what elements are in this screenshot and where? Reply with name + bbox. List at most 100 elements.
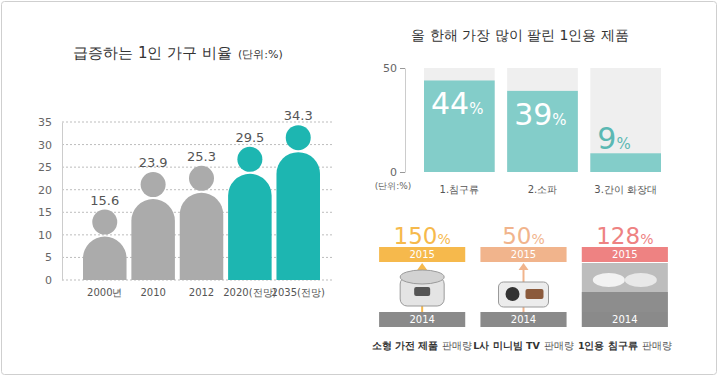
caption-suffix: 판매량 xyxy=(442,340,472,351)
bar-head xyxy=(189,166,214,191)
x-tick: 1.침구류 xyxy=(440,172,480,195)
data-label: 34.3 xyxy=(284,108,313,123)
y-tick-label: 5 xyxy=(45,251,52,264)
x-tick: 2.소파 xyxy=(528,172,558,195)
y-tick-label: 35 xyxy=(38,116,52,129)
y-tick-label: 20 xyxy=(38,184,52,197)
bar xyxy=(131,172,175,280)
period-box xyxy=(582,312,668,327)
y-tick: 50 xyxy=(383,62,405,75)
data-label-unit: % xyxy=(469,100,483,118)
data-label: 44% xyxy=(431,86,483,121)
y-tick-line xyxy=(400,68,405,69)
y-tick: 25 xyxy=(38,161,62,174)
data-label-number: 128 xyxy=(596,223,640,249)
bar xyxy=(507,91,578,172)
bar-head xyxy=(237,147,262,172)
y-axis: 05101520253035 xyxy=(38,116,63,287)
growth-item: 2015201450%L사 미니빔 TV판매량 xyxy=(473,223,574,351)
y-tick: 35 xyxy=(38,116,62,129)
y-axis-line xyxy=(62,123,63,281)
bar-head xyxy=(92,210,117,235)
period-box xyxy=(480,312,566,327)
data-label: 15.6 xyxy=(90,193,119,208)
marks xyxy=(424,68,661,172)
x-tick-label: 2.소파 xyxy=(528,184,558,195)
marks xyxy=(83,125,320,280)
y-axis-label: (단위:%) xyxy=(375,181,412,191)
period-label: 2014 xyxy=(612,314,637,325)
data-labels: 15.6 23.9 25.3 29.5 34.3 xyxy=(90,108,312,207)
icon-pillow xyxy=(593,273,625,287)
data-label: 25.3 xyxy=(187,149,216,164)
data-label: 9% xyxy=(597,121,630,156)
data-label: 150% xyxy=(394,223,451,249)
period-label: 2015 xyxy=(409,249,434,260)
growth-item: 20152014128%1인용 침구류판매량 xyxy=(578,223,672,351)
caption-name: L사 미니빔 TV xyxy=(473,340,540,351)
title-text: 올 한해 가장 많이 팔린 1인용 제품 xyxy=(411,27,629,43)
data-label-number: 44 xyxy=(431,86,469,121)
y-axis-line xyxy=(405,69,406,173)
data-label-unit: % xyxy=(437,231,450,247)
title-text: 급증하는 1인 가구 비율 xyxy=(73,44,232,62)
bar-chart: 올 한해 가장 많이 팔린 1인용 제품050(단위:%)44%39%9%1.침… xyxy=(375,27,661,195)
period-box xyxy=(379,247,465,262)
x-tick: 2020(전망) xyxy=(223,280,276,298)
bar-body xyxy=(131,199,175,280)
bar-body xyxy=(228,174,272,280)
icon-lens xyxy=(506,287,520,301)
bar xyxy=(180,166,224,280)
bar xyxy=(276,125,320,280)
x-tick-label: 2010 xyxy=(140,287,165,298)
chart-title: 급증하는 1인 가구 비율(단위:%) xyxy=(73,44,283,62)
x-tick-label: 1.침구류 xyxy=(440,184,480,195)
y-tick-label: 10 xyxy=(38,229,52,242)
y-tick-label: 30 xyxy=(38,139,52,152)
y-tick: 20 xyxy=(38,184,62,197)
x-tick-label: 2035(전망) xyxy=(272,287,325,298)
y-tick: 10 xyxy=(38,229,62,242)
data-label-number: 50 xyxy=(502,223,531,249)
frame xyxy=(2,2,717,375)
data-label-unit: % xyxy=(616,135,630,153)
y-tick: 15 xyxy=(38,206,62,219)
bar xyxy=(424,80,495,172)
page: 급증하는 1인 가구 비율(단위:%)0510152025303515.623.… xyxy=(0,0,718,376)
x-tick: 3.간이 화장대 xyxy=(594,172,657,195)
growth-chart: 20152014150%소형 가전 제품판매량2015201450%L사 미니빔… xyxy=(372,223,672,351)
arrow-head xyxy=(519,263,529,270)
data-label-unit: % xyxy=(531,231,544,247)
canvas: 급증하는 1인 가구 비율(단위:%)0510152025303515.623.… xyxy=(0,0,718,376)
data-label-unit: % xyxy=(552,111,566,129)
icon-blanket xyxy=(582,292,668,312)
arrow-head xyxy=(417,263,427,270)
data-label: 23.9 xyxy=(139,155,168,170)
caption-name: 소형 가전 제품 xyxy=(372,340,439,351)
data-label: 29.5 xyxy=(235,130,264,145)
y-tick-label: 25 xyxy=(38,161,52,174)
x-axis: 1.침구류 2.소파 3.간이 화장대 xyxy=(440,172,657,195)
caption-name: 1인용 침구류 xyxy=(578,340,638,351)
bar-body xyxy=(180,193,224,280)
caption-suffix: 판매량 xyxy=(642,340,672,351)
bar-body xyxy=(83,237,127,280)
y-axis: 0 50 xyxy=(383,62,406,179)
x-axis: 2000년201020122020(전망)2035(전망) xyxy=(87,280,325,298)
data-label-number: 9 xyxy=(597,121,616,156)
x-tick-label: 2020(전망) xyxy=(223,287,276,298)
x-tick: 2012 xyxy=(189,280,214,298)
period-label: 2014 xyxy=(511,314,536,325)
period-box xyxy=(480,247,566,262)
y-tick-label: 0 xyxy=(390,166,397,179)
period-label: 2015 xyxy=(612,249,637,260)
bar-track xyxy=(507,68,578,172)
bar xyxy=(83,210,127,280)
y-tick-line xyxy=(400,172,405,173)
icon-pillow xyxy=(625,273,657,287)
bar-track xyxy=(424,68,495,172)
data-label: 50% xyxy=(502,223,545,249)
y-tick: 5 xyxy=(45,251,62,264)
icon-panel xyxy=(414,287,430,296)
data-label-number: 39 xyxy=(514,97,552,132)
